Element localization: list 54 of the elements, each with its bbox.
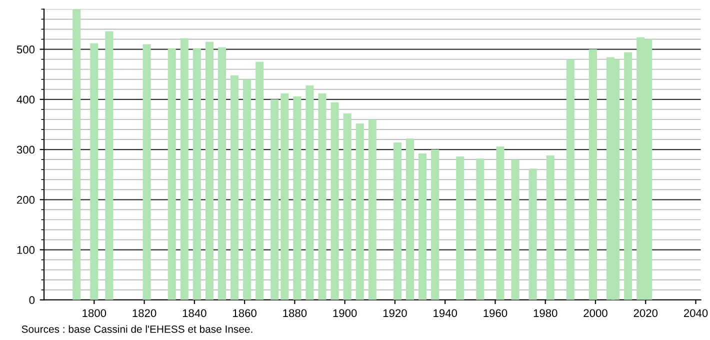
bar <box>192 48 201 300</box>
bar <box>418 154 427 300</box>
bar <box>496 146 504 300</box>
bar <box>243 79 252 300</box>
y-tick-label: 300 <box>16 146 35 154</box>
bar <box>624 52 632 300</box>
bar <box>343 113 352 300</box>
x-tick-label: 1840 <box>182 309 206 318</box>
bar <box>528 168 537 300</box>
bar <box>511 160 520 300</box>
x-tick-label: 2000 <box>584 309 608 318</box>
x-tick-label: 1980 <box>534 309 558 318</box>
bar <box>168 48 176 300</box>
bar <box>205 42 214 300</box>
bar <box>393 142 402 300</box>
y-tick-label: 0 <box>29 296 35 304</box>
x-tick-label: 2040 <box>684 309 708 318</box>
x-tick-label: 1920 <box>383 309 407 318</box>
bar <box>368 119 376 300</box>
bar <box>230 75 239 300</box>
y-tick-label: 500 <box>16 46 35 54</box>
bar <box>356 123 364 300</box>
bar <box>270 99 279 300</box>
bar <box>456 156 464 300</box>
x-tick-label: 1860 <box>233 309 256 318</box>
bar <box>293 96 302 300</box>
bar <box>105 31 114 300</box>
bar <box>280 93 289 300</box>
x-tick-label: 2020 <box>634 309 658 318</box>
y-tick-label: 400 <box>16 96 35 104</box>
bar <box>566 59 574 300</box>
x-tick-label: 1800 <box>82 309 106 318</box>
source-note: Sources : base Cassini de l'EHESS et base Insee. <box>22 325 252 333</box>
bar <box>330 102 339 300</box>
bar <box>588 49 597 300</box>
bar <box>406 138 414 300</box>
x-tick-label: 1940 <box>434 309 458 318</box>
x-tick-label: 1900 <box>333 309 357 318</box>
bar <box>256 62 264 300</box>
bar <box>476 158 484 300</box>
bar <box>546 156 554 300</box>
x-tick-label: 1880 <box>283 309 307 318</box>
bar <box>142 44 151 300</box>
bar <box>90 43 98 300</box>
bar <box>318 93 326 300</box>
x-tick-label: 1820 <box>132 309 156 318</box>
bar <box>218 47 226 300</box>
y-tick-label: 100 <box>17 246 35 254</box>
bar <box>431 150 440 300</box>
y-tick-label: 200 <box>17 196 35 204</box>
x-tick-label: 1960 <box>484 309 508 318</box>
bar <box>180 38 188 300</box>
bar <box>306 85 314 300</box>
bar <box>72 9 81 300</box>
